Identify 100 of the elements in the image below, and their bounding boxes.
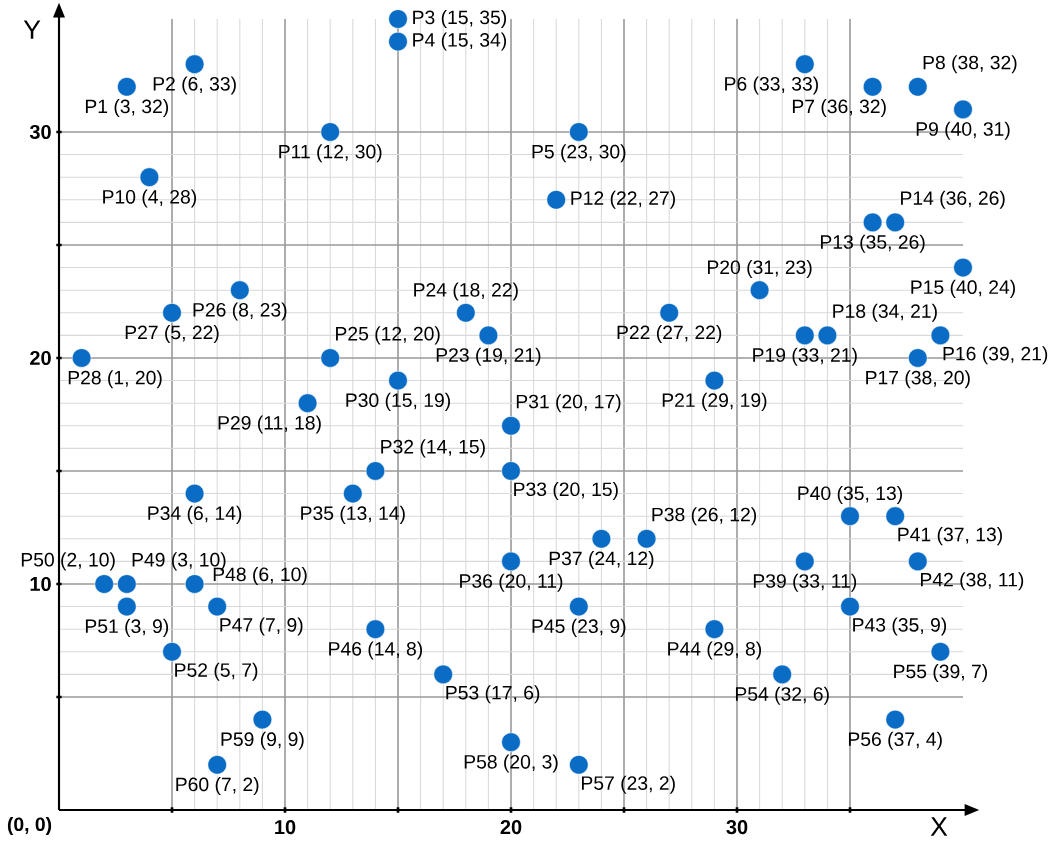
point: [930, 325, 950, 345]
point: [569, 755, 589, 775]
annotation: P51 (3, 9): [85, 618, 169, 637]
x-tick-label: 20: [500, 820, 522, 835]
point: [591, 529, 612, 549]
point: [343, 483, 363, 504]
point: [659, 303, 679, 323]
annotation: P42 (38, 11): [920, 572, 1024, 591]
point: [185, 574, 205, 594]
point: [863, 212, 883, 232]
annotation: P3 (15, 35): [413, 9, 507, 29]
point: [637, 529, 657, 549]
annotation: P18 (34, 21): [833, 303, 937, 322]
point: [953, 99, 973, 119]
y-tick-label: 20: [30, 350, 51, 366]
annotation: P25 (12, 20): [336, 326, 440, 345]
annotation: P13 (35, 26): [820, 234, 925, 253]
point: [840, 506, 860, 526]
annotation: P24 (18, 22): [414, 282, 518, 301]
point: [185, 483, 205, 504]
point: [772, 664, 792, 684]
text: (0, 0): [7, 816, 52, 835]
y-tick-label: 10: [30, 576, 51, 592]
point: [162, 642, 182, 662]
annotation: P54 (32, 6): [735, 686, 829, 705]
point: [863, 77, 883, 97]
point: [117, 596, 137, 617]
annotation: P32 (14, 15): [381, 439, 485, 458]
x-tick-label: 30: [726, 820, 748, 835]
annotation: P60 (7, 2): [176, 777, 259, 796]
annotation: P52 (5, 7): [175, 662, 258, 681]
point: [908, 348, 928, 368]
annotation: P6 (33, 33): [725, 76, 818, 95]
point: [885, 709, 905, 730]
point: [230, 280, 250, 300]
annotation: P7 (36, 32): [792, 99, 886, 118]
point: [252, 709, 273, 730]
point: [365, 461, 386, 481]
annotation: P47 (7, 9): [220, 617, 303, 636]
annotation: P35 (13, 14): [301, 505, 405, 524]
point: [207, 755, 227, 775]
point: [953, 257, 973, 278]
point: [885, 212, 905, 232]
annotation: P56 (37, 4): [848, 731, 942, 750]
annotation: P20 (31, 23): [707, 259, 812, 278]
point: [501, 461, 521, 481]
point: [569, 122, 589, 142]
annotation: P38 (26, 12): [652, 507, 757, 526]
annotation: P53 (17, 6): [446, 685, 540, 704]
point: [908, 77, 928, 97]
point: [546, 190, 566, 210]
point: [501, 732, 521, 752]
point: [930, 642, 950, 662]
point: [750, 280, 770, 300]
annotation: P28 (1, 20): [68, 370, 162, 389]
point: [72, 348, 92, 368]
point: [885, 506, 905, 526]
y-tick-label: 30: [29, 124, 51, 140]
point: [139, 167, 160, 187]
annotation: P11 (12, 30): [279, 144, 382, 163]
annotation: P43 (35, 9): [853, 617, 947, 636]
point: [704, 370, 725, 391]
point: [365, 619, 386, 639]
annotation: P23 (19, 21): [436, 347, 541, 366]
annotation: P59 (9, 9): [221, 731, 304, 750]
point: [117, 77, 137, 97]
annotation: P9 (40, 31): [916, 121, 1010, 140]
annotation: P34 (6, 14): [148, 505, 242, 524]
point: [117, 574, 137, 594]
point: [908, 551, 928, 571]
annotation: P15 (40, 24): [911, 279, 1015, 298]
point: [456, 303, 476, 323]
point: [569, 596, 589, 617]
annotation: P14 (36, 26): [901, 190, 1005, 209]
point: [795, 551, 815, 571]
point: [94, 574, 114, 594]
annotation: P27 (5, 22): [125, 325, 219, 344]
point: [704, 619, 725, 639]
annotation: P39 (33, 11): [753, 573, 857, 592]
x-axis-title: X: [930, 817, 948, 836]
annotation: P45 (23, 9): [532, 618, 626, 637]
annotation: P29 (11, 18): [218, 415, 321, 434]
point: [298, 393, 318, 413]
point: [207, 596, 227, 617]
annotation: P10 (4, 28): [103, 189, 197, 208]
annotation: P46 (14, 8): [329, 641, 423, 660]
annotation: P50 (2, 10): [21, 552, 115, 571]
annotation: P33 (20, 15): [514, 481, 618, 500]
annotation: P31 (20, 17): [516, 394, 621, 413]
point: [795, 54, 815, 74]
annotation: P36 (20, 11): [460, 573, 563, 592]
annotation: P41 (37, 13): [898, 527, 1002, 546]
point: [388, 370, 408, 391]
annotation: P44 (29, 8): [668, 641, 762, 660]
y-axis-title: Y: [23, 20, 41, 39]
annotation: P12 (22, 27): [571, 190, 675, 209]
annotation: P57 (23, 2): [581, 775, 675, 794]
point: [433, 664, 453, 684]
annotation: P8 (38, 32): [923, 55, 1017, 74]
point: [840, 596, 860, 617]
